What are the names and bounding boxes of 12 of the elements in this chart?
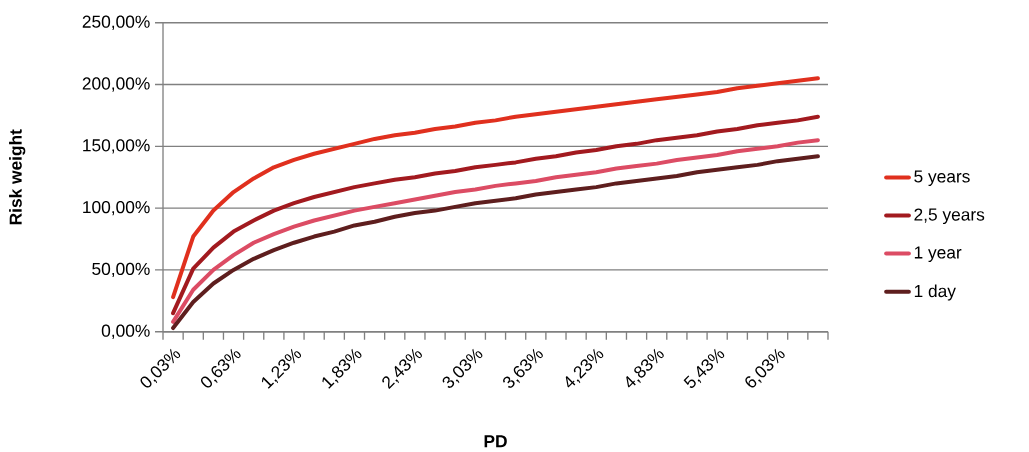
legend-label: 2,5 years — [914, 208, 985, 225]
legend-label: 1 year — [914, 246, 962, 263]
y-tick-label: 150,00% — [83, 139, 150, 154]
x-axis-title: PD — [484, 435, 507, 448]
y-tick-label: 100,00% — [83, 200, 150, 216]
y-tick-label: 0,00% — [101, 324, 150, 339]
y-tick-label: 200,00% — [82, 77, 150, 92]
legend-label: 5 years — [914, 170, 970, 186]
y-axis-title: Risk weight — [9, 129, 26, 225]
y-tick-label: 50,00% — [92, 262, 150, 278]
legend-label: 1 day — [914, 284, 956, 301]
y-tick-label: 250,00% — [82, 15, 150, 30]
